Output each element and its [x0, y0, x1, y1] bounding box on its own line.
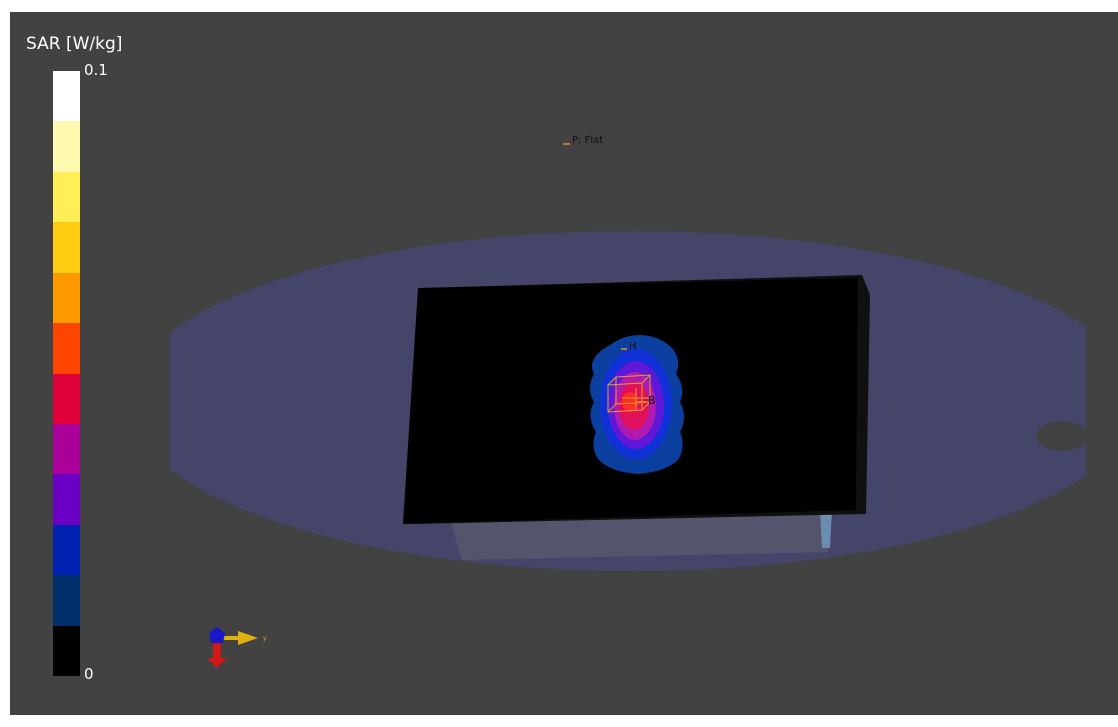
- legend-title: SAR [W/kg]: [26, 34, 123, 54]
- probe-label: P: Flat: [572, 135, 603, 146]
- z-axis-arrow: [207, 642, 227, 668]
- sar-colorbar: [53, 71, 80, 677]
- sar-distribution: [590, 335, 684, 474]
- colorbar-swatch: [53, 71, 80, 122]
- phantom-hole: [1036, 421, 1088, 451]
- colorbar-swatch: [53, 373, 80, 424]
- legend-min-label: 0: [84, 665, 94, 683]
- x-axis-arrow: [209, 627, 225, 643]
- y-axis-arrowhead: [238, 631, 258, 645]
- h-label: H: [629, 341, 637, 352]
- colorbar-swatch: [53, 524, 80, 576]
- colorbar-swatch: [53, 323, 80, 374]
- colorbar-swatch: [53, 121, 80, 172]
- colorbar-swatch: [53, 272, 80, 324]
- sar-contour-6: [622, 392, 638, 412]
- y-axis-shaft: [218, 636, 240, 640]
- colorbar-swatch: [53, 625, 80, 677]
- colorbar-swatch: [53, 423, 80, 475]
- 3d-viewport[interactable]: SAR [W/kg] 0.1 0: [10, 12, 1118, 715]
- plate-shadow: [450, 510, 830, 560]
- colorbar-swatch: [53, 474, 80, 525]
- measurement-grid-box: [607, 374, 651, 413]
- plate-support: [820, 510, 832, 548]
- colorbar-swatch: [53, 222, 80, 273]
- colorbar-swatch: [53, 171, 80, 223]
- colorbar-swatch: [53, 575, 80, 626]
- axis-y-label: y: [263, 635, 267, 642]
- legend-max-label: 0.1: [84, 61, 108, 79]
- orientation-axes: y: [207, 627, 267, 668]
- b-label: B: [648, 394, 656, 407]
- scene-canvas: P: Flat H B y: [170, 135, 1088, 668]
